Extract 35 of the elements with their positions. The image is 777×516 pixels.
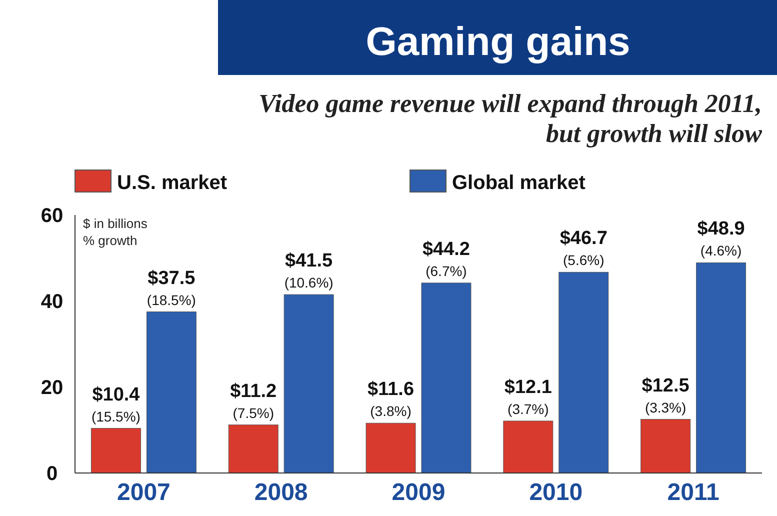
bar [366, 422, 416, 474]
data-label: $11.6 (3.8%) [368, 379, 414, 420]
legend-label: Global market [452, 172, 586, 194]
data-label: $48.9 (4.6%) [697, 218, 745, 259]
x-tick-label: 2010 [529, 479, 583, 506]
bar [696, 262, 746, 474]
data-label: $44.2 (6.7%) [422, 238, 470, 279]
annotation: % growth [83, 233, 138, 248]
bar [284, 294, 334, 474]
bar [558, 272, 609, 474]
data-label: $46.7 (5.6%) [560, 228, 608, 268]
chart-title: Gaming gains [366, 20, 630, 64]
data-label: $11.2 (7.5%) [230, 380, 277, 421]
bar [503, 420, 554, 474]
y-tick-label: 40 [40, 291, 64, 313]
bar [90, 428, 141, 474]
x-tick-label: 2011 [667, 479, 720, 506]
x-tick-label: 2009 [392, 479, 446, 506]
bar [640, 419, 691, 474]
chart-subtitle: Video game revenue will expand through 2011, but growth will slow [258, 89, 763, 148]
x-tick-label: 2007 [117, 479, 170, 506]
y-tick-label: 60 [40, 205, 64, 227]
y-tick-label: 20 [40, 377, 64, 399]
annotation: $ in billions [83, 216, 148, 231]
y-tick-label: 0 [46, 463, 58, 485]
bar [228, 424, 278, 474]
data-label: $41.5 (10.6%) [284, 250, 334, 291]
data-label: $10.4 (15.5%) [91, 384, 140, 424]
data-label: $37.5 (18.5%) [146, 268, 196, 308]
legend-label: U.S. market [117, 172, 228, 194]
bar [146, 312, 196, 474]
data-label: $12.1 (3.7%) [504, 376, 552, 417]
x-tick-label: 2008 [254, 479, 308, 506]
data-label: $12.5 (3.3%) [642, 375, 690, 416]
bar [421, 282, 472, 474]
